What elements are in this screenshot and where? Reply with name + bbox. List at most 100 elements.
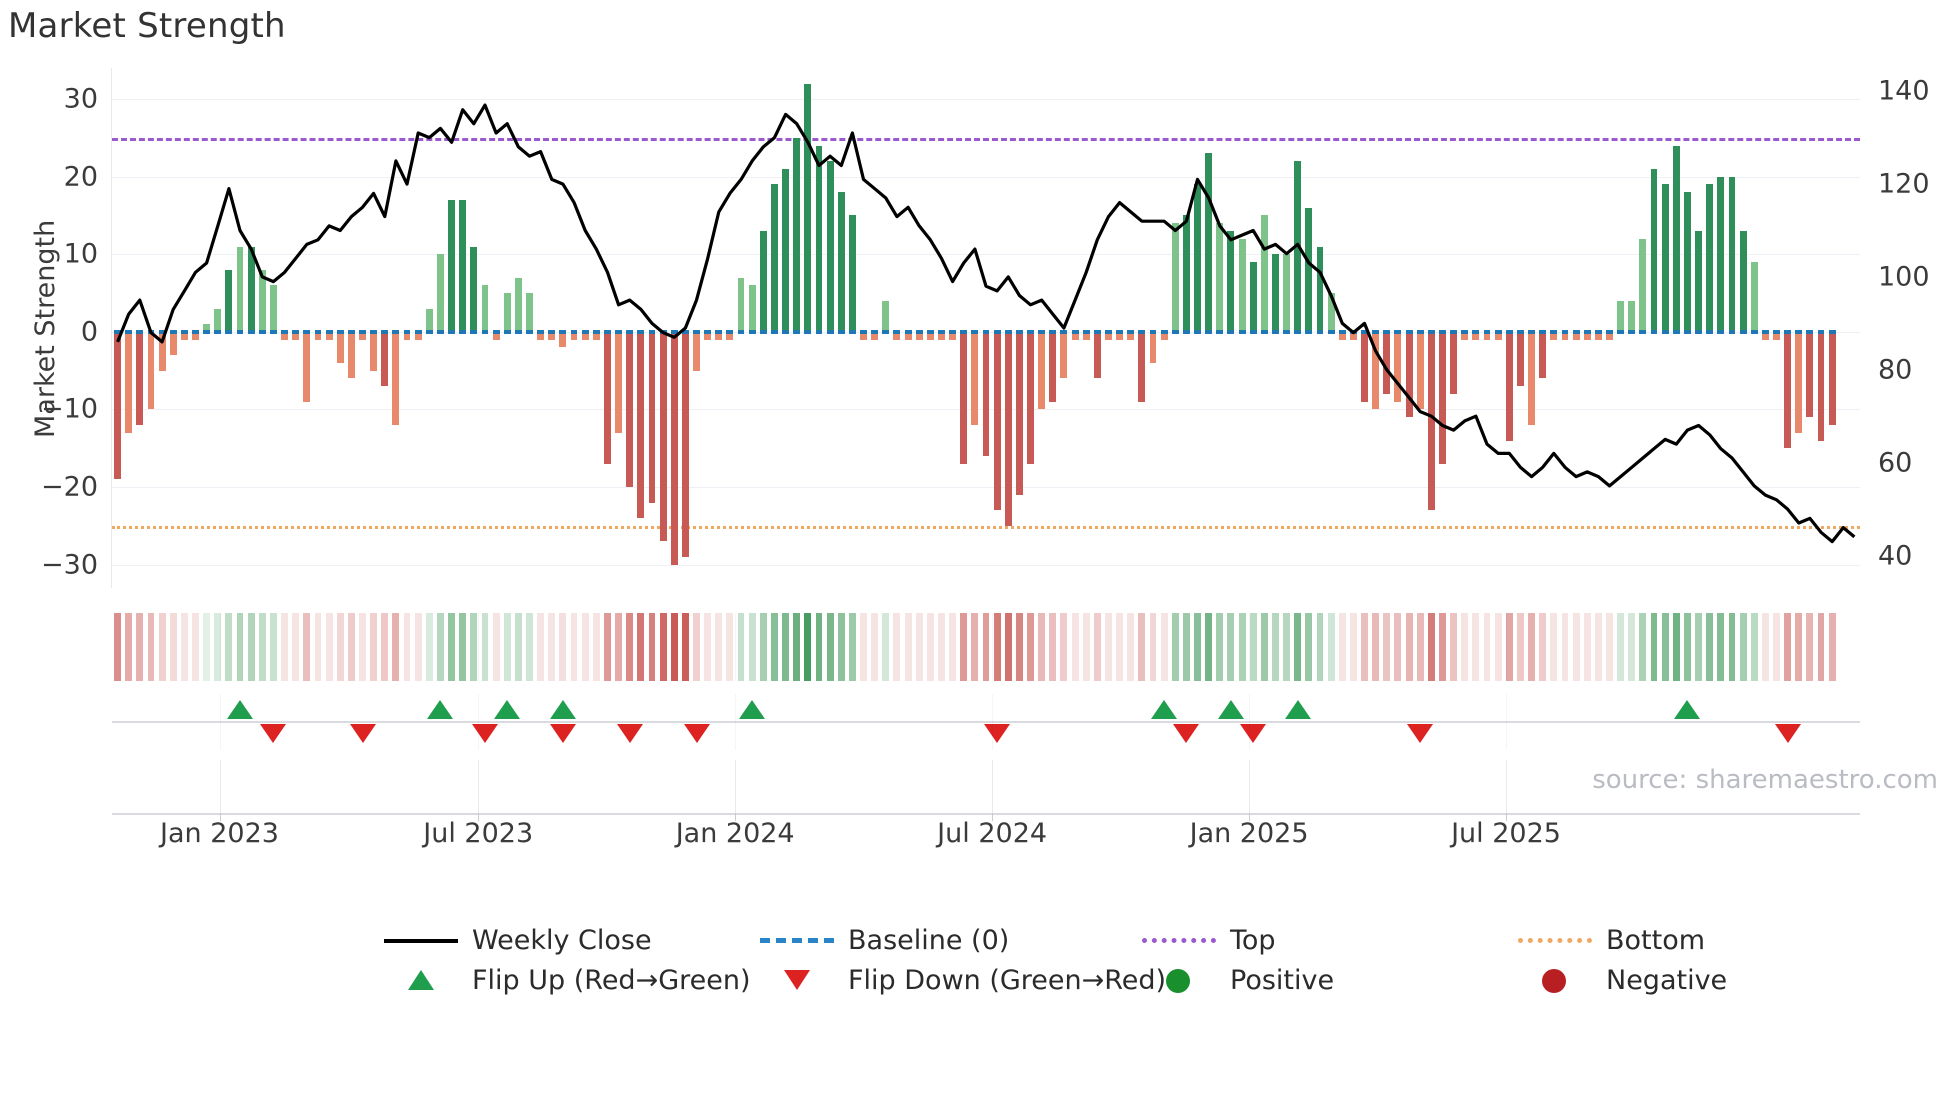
strength-bar [1450, 331, 1458, 394]
heat-strip-cell [581, 613, 589, 681]
heat-strip-cell [1750, 613, 1758, 681]
heat-strip-cell [771, 613, 778, 681]
heat-strip-cell [425, 613, 433, 681]
heat-strip-cell [1461, 613, 1469, 681]
strength-bar [1806, 331, 1814, 418]
legend-item[interactable]: Top [1142, 920, 1276, 960]
baseline-segment [1316, 329, 1324, 334]
gridline [112, 487, 1860, 489]
heat-strip-cell [1494, 613, 1502, 681]
heat-strip-cell [1015, 613, 1023, 681]
baseline-segment [570, 329, 578, 334]
baseline-segment [481, 329, 489, 334]
heat-strip-cell [748, 613, 756, 681]
strength-bar [659, 331, 667, 542]
baseline-segment [559, 329, 567, 334]
heat-strip-cell [604, 613, 611, 681]
legend-item[interactable]: Negative [1518, 960, 1727, 1000]
strength-bar [292, 331, 300, 340]
legend-item-label: Positive [1230, 964, 1335, 996]
legend-item[interactable]: Flip Down (Green→Red) [760, 960, 1166, 1000]
baseline-segment [1472, 329, 1480, 334]
heat-strip-cell [1060, 613, 1068, 681]
heat-strip-cell [203, 613, 211, 681]
heat-strip-cell [559, 613, 567, 681]
strength-bar [503, 293, 511, 332]
main-plot-area [111, 68, 1860, 588]
x-axis-tick-mark [1506, 813, 1508, 821]
strength-bar [693, 331, 700, 371]
heat-strip-cell [1283, 613, 1291, 681]
heat-strip-cell [1695, 613, 1702, 681]
strength-bar [1071, 331, 1079, 340]
legend-item[interactable]: Flip Up (Red→Green) [384, 960, 751, 1000]
heat-strip-cell [1316, 613, 1324, 681]
strength-bar [893, 331, 901, 340]
baseline-segment [314, 329, 322, 334]
baseline-segment [1338, 329, 1346, 334]
strength-bar [1550, 331, 1558, 340]
flip-axis-line [112, 721, 1860, 723]
baseline-segment [247, 329, 255, 334]
baseline-segment [1583, 329, 1591, 334]
heat-strip-cell [1550, 613, 1558, 681]
flip-down-marker [1240, 724, 1267, 743]
heat-strip-cell [737, 613, 745, 681]
strength-bar [1539, 331, 1547, 379]
baseline-segment [347, 329, 355, 334]
baseline-segment [1594, 329, 1602, 334]
strength-bar [1216, 223, 1224, 332]
baseline-segment [848, 329, 856, 334]
legend-item[interactable]: Weekly Close [384, 920, 652, 960]
strength-bar [370, 331, 378, 371]
heat-strip-cell [1227, 613, 1235, 681]
heat-strip-cell [726, 613, 734, 681]
baseline-segment [281, 329, 288, 334]
heat-strip-cell [125, 613, 133, 681]
strength-bar [1773, 331, 1780, 340]
strength-bar [826, 161, 834, 332]
baseline-segment [448, 329, 456, 334]
heat-strip-cell [681, 613, 689, 681]
x-axis-tick-mark [992, 813, 994, 821]
strength-bar [236, 246, 244, 332]
panel-gridline [735, 694, 737, 750]
legend-swatch [1142, 927, 1216, 953]
baseline-segment [381, 329, 389, 334]
legend-item-label: Bottom [1606, 924, 1706, 956]
strength-bar [1683, 192, 1691, 332]
panel-gridline [1249, 694, 1251, 750]
strength-bar [1027, 331, 1034, 464]
strength-bar [1361, 331, 1368, 402]
heat-strip-cell [648, 613, 656, 681]
baseline-segment [169, 329, 177, 334]
heat-strip-cell [158, 613, 166, 681]
baseline-segment [1483, 329, 1491, 334]
legend-swatch [384, 967, 458, 993]
y-axis-right-tick: 140 [1878, 75, 1930, 107]
legend-item[interactable]: Positive [1142, 960, 1334, 1000]
strength-bar [381, 331, 389, 387]
heat-strip-cell [1450, 613, 1458, 681]
baseline-segment [882, 329, 890, 334]
baseline-segment [904, 329, 912, 334]
baseline-segment [514, 329, 522, 334]
baseline-segment [225, 329, 233, 334]
flip-down-marker [1774, 724, 1801, 743]
flip-down-marker [349, 724, 376, 743]
baseline-segment [1149, 329, 1157, 334]
baseline-segment [715, 329, 723, 334]
strength-bar [125, 331, 133, 433]
heat-strip-cell [1639, 613, 1647, 681]
x-axis-tick-label: Jan 2025 [1189, 818, 1309, 849]
legend-item[interactable]: Bottom [1518, 920, 1705, 960]
strength-bar [771, 184, 778, 332]
legend-item[interactable]: Baseline (0) [760, 920, 1009, 960]
baseline-segment [826, 329, 834, 334]
strength-bar [1750, 262, 1758, 332]
heat-strip-cell [1327, 613, 1335, 681]
legend-item-label: Negative [1606, 964, 1728, 996]
triangle-up-icon [408, 970, 434, 990]
strength-bar [1116, 331, 1124, 340]
heat-strip-cell [136, 613, 144, 681]
